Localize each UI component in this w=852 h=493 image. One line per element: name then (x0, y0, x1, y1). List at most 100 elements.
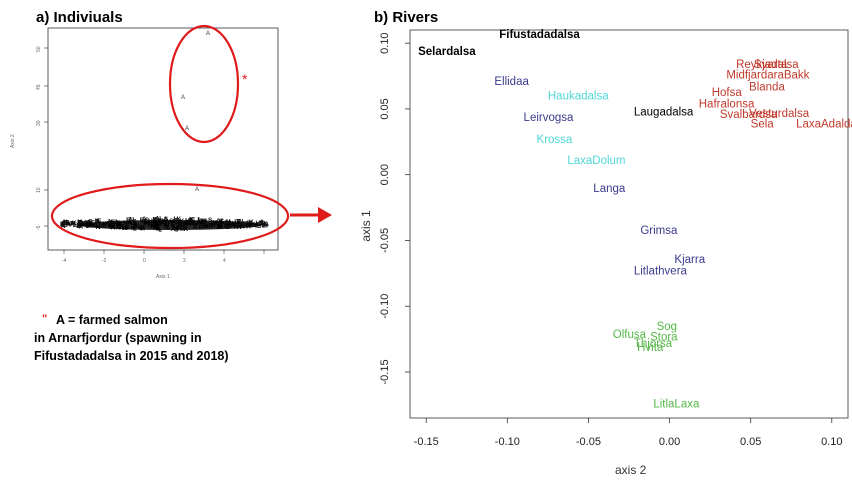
individuals-ytick-label: 50 (36, 46, 42, 52)
outlier-ellipse (168, 24, 240, 144)
river-point: Svarta (754, 59, 788, 71)
x-tick-label: -0.10 (495, 436, 520, 448)
arrow-to-rivers (290, 207, 332, 223)
river-point: Ellidaa (494, 76, 529, 88)
individuals-plot-frame (47, 27, 279, 251)
individual-point: L (262, 223, 266, 230)
individual-point: A (264, 221, 269, 228)
individuals-density-band (78, 220, 262, 230)
x-tick-label: 0.10 (821, 436, 842, 448)
individual-point: K (71, 220, 76, 227)
individual-point: A (64, 220, 69, 227)
individual-point: K (72, 220, 77, 227)
river-point: MidfjardaraBakk (726, 70, 809, 82)
individuals-yticks: 50 45 30 10 -5 (36, 46, 48, 230)
individual-point: L (78, 219, 82, 226)
individuals-ytick-label: 30 (36, 120, 42, 126)
river-point: Haukadalsa (548, 91, 609, 103)
individual-point: A (260, 219, 265, 226)
individuals-plot: -4 -2 0 2 4 Axis 1 50 45 30 10 -5 Axis 2… (10, 24, 290, 280)
individual-point: S (208, 217, 213, 224)
individual-point: E (73, 222, 78, 229)
note-line-1: A = farmed salmon (56, 313, 168, 327)
river-point: Hofsa (712, 87, 743, 99)
individual-point: A (70, 221, 75, 228)
individual-point: A (163, 217, 168, 224)
individual-point: A (60, 221, 65, 228)
individual-point: N (95, 218, 100, 225)
individual-point: A (95, 218, 100, 225)
note-line-3: Fifustadadalsa in 2015 and 2018) (34, 349, 229, 363)
individual-point: K (61, 223, 66, 230)
individual-point: E (78, 220, 83, 227)
individuals-xticks: -4 -2 0 2 4 (62, 250, 265, 264)
y-tick-label: -0.15 (379, 359, 391, 384)
individual-point: K (71, 220, 76, 227)
individual-point: L (153, 216, 157, 223)
river-point: Olfusa (613, 329, 647, 341)
y-tick-label: 0.05 (379, 98, 391, 119)
river-point: Stora (650, 331, 678, 343)
individual-point: E (63, 220, 68, 227)
chart-ylabel: axis 1 (359, 210, 373, 242)
outlier-point: A (195, 187, 199, 193)
individual-point: S (257, 223, 262, 230)
river-point: Thjorsa (634, 338, 673, 350)
individual-point: E (97, 218, 102, 225)
river-point: LaxaDolum (567, 155, 625, 167)
individual-point: N (63, 219, 68, 226)
y-tick-label: -0.10 (379, 294, 391, 319)
individual-point: E (65, 220, 70, 227)
note-line-2: in Arnarfjordur (spawning in (34, 331, 202, 345)
river-point: Grimsa (640, 225, 678, 237)
river-point: LaxaAdaldal (796, 118, 852, 130)
individual-point: K (78, 219, 83, 226)
individual-point: H (174, 216, 179, 223)
individual-point: E (62, 221, 67, 228)
individual-point: L (62, 222, 66, 229)
individuals-ytick-label: 10 (36, 187, 42, 193)
individual-point: H (255, 220, 260, 227)
individuals-xtick-label: -2 (102, 258, 107, 264)
individual-point: N (156, 216, 161, 223)
individual-point: S (164, 216, 169, 223)
individual-point: A (66, 221, 71, 228)
outlier-point: A (206, 31, 210, 37)
individual-point: N (239, 218, 244, 225)
individual-point: A (95, 218, 100, 225)
x-tick-label: 0.00 (659, 436, 680, 448)
individual-point: N (77, 219, 82, 226)
individuals-xlabel: Axis 1 (156, 274, 170, 280)
river-point: Sela (751, 118, 775, 130)
river-point: Leirvogsa (524, 112, 574, 124)
individual-point: N (129, 217, 134, 224)
star-marker: * (242, 71, 248, 87)
x-tick-label: 0.05 (740, 436, 761, 448)
river-point: Kjarra (674, 254, 705, 266)
individual-point: H (77, 219, 82, 226)
rivers-xticks: -0.15 -0.10 -0.05 0.00 0.05 0.10 (414, 418, 842, 448)
x-tick-label: -0.05 (576, 436, 601, 448)
individual-point: K (262, 222, 267, 229)
individual-point: H (263, 223, 268, 230)
individual-point: S (262, 221, 267, 228)
outlier-point: A (181, 95, 185, 101)
left-panel-title: a) Indiviuals (36, 9, 123, 26)
outlier-point: A (185, 126, 189, 132)
river-point: Blanda (749, 82, 785, 94)
x-tick-label: -0.15 (414, 436, 439, 448)
individual-point: A (142, 216, 147, 223)
individual-point: A (263, 222, 268, 229)
rivers-points: Fifustadadalsa Selardalsa Ellidaa Haukadals… (418, 29, 852, 411)
note-mark: " (42, 313, 47, 325)
individual-point: N (261, 220, 266, 227)
river-point: Selardalsa (418, 46, 476, 58)
river-point: Hvita (637, 342, 664, 354)
chart-title: b) Rivers (374, 9, 438, 26)
river-point: Laugadalsa (634, 106, 694, 118)
individual-point: K (67, 221, 72, 228)
chart-xlabel: axis 2 (615, 463, 647, 477)
individual-point: K (249, 219, 254, 226)
river-point: LitlaLaxa (653, 398, 700, 410)
individual-point: H (60, 221, 65, 228)
